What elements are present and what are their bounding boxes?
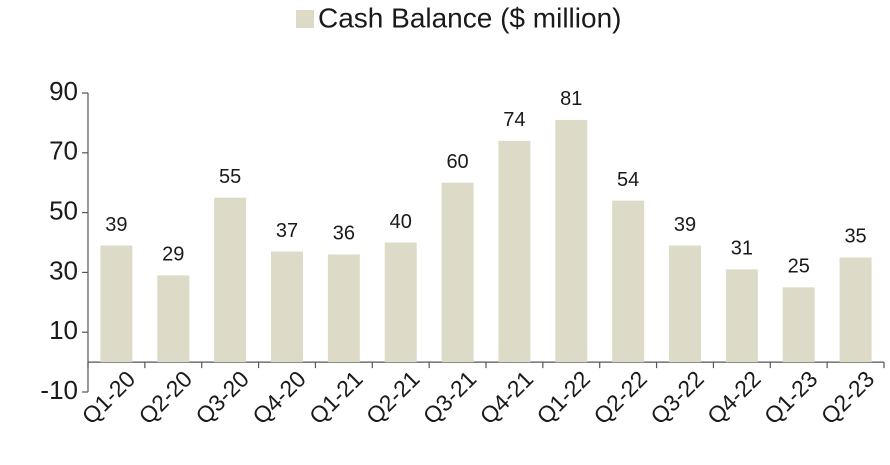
data-label: 40 — [390, 211, 412, 233]
bar — [669, 245, 701, 363]
x-tick-label: Q3-21 — [418, 366, 482, 430]
x-tick-label: Q1-23 — [759, 366, 823, 430]
data-label: 39 — [105, 214, 127, 236]
y-tick-label: 50 — [49, 195, 78, 225]
y-tick-label: 70 — [49, 136, 78, 166]
x-tick-label: Q3-20 — [190, 366, 254, 430]
bar — [271, 251, 303, 363]
x-tick-label: Q2-23 — [816, 366, 880, 430]
data-label: 31 — [731, 238, 753, 260]
x-tick-label: Q2-20 — [134, 366, 198, 430]
x-tick-label: Q1-22 — [532, 366, 596, 430]
bar — [725, 269, 758, 363]
y-tick-label: 90 — [49, 76, 78, 106]
legend-label: Cash Balance ($ million) — [318, 2, 621, 33]
bar — [100, 245, 133, 363]
data-label: 25 — [788, 256, 810, 278]
bar — [441, 182, 474, 363]
bar — [555, 119, 588, 363]
y-tick-label: 30 — [49, 255, 78, 285]
x-tick-label: Q4-22 — [702, 366, 766, 430]
data-label: 54 — [617, 169, 639, 191]
y-tick-label: 10 — [49, 315, 78, 345]
data-label: 35 — [844, 226, 866, 248]
data-label: 37 — [276, 220, 298, 242]
bar — [384, 242, 417, 363]
bar — [157, 275, 190, 363]
y-tick-label: -10 — [40, 375, 78, 405]
data-label: 39 — [674, 214, 696, 236]
data-label: 74 — [503, 109, 525, 131]
x-tick-label: Q2-21 — [361, 366, 425, 430]
data-label: 81 — [560, 88, 582, 110]
x-tick-label: Q1-21 — [304, 366, 368, 430]
x-tick-label: Q1-20 — [77, 366, 141, 430]
bar — [498, 140, 531, 363]
data-label: 55 — [219, 166, 241, 188]
x-tick-label: Q4-21 — [475, 366, 539, 430]
legend-swatch — [296, 10, 314, 28]
bar — [612, 200, 645, 363]
data-label: 29 — [162, 244, 184, 266]
x-tick-label: Q4-20 — [247, 366, 311, 430]
x-tick-label: Q3-22 — [645, 366, 709, 430]
data-label: 60 — [446, 151, 468, 173]
bar — [327, 254, 360, 363]
bar — [782, 287, 815, 363]
bar — [839, 257, 872, 363]
data-label: 36 — [333, 223, 355, 245]
x-tick-label: Q2-22 — [588, 366, 652, 430]
bar — [214, 197, 247, 363]
